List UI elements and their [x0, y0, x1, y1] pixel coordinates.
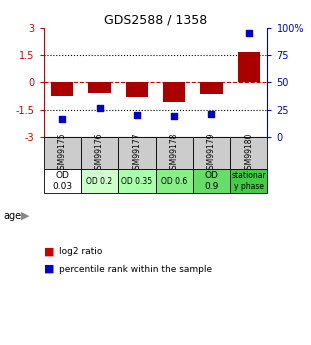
Bar: [126, 82, 148, 97]
Bar: [193, 137, 230, 169]
Point: [172, 114, 177, 119]
Bar: [81, 169, 118, 193]
Bar: [156, 137, 193, 169]
Text: OD
0.9: OD 0.9: [204, 171, 219, 191]
Text: stationar
y phase: stationar y phase: [231, 171, 266, 191]
Text: percentile rank within the sample: percentile rank within the sample: [59, 265, 212, 274]
Text: OD
0.03: OD 0.03: [52, 171, 72, 191]
Text: GSM99177: GSM99177: [132, 132, 141, 174]
Bar: [230, 169, 267, 193]
Text: ■: ■: [44, 247, 54, 257]
Point: [246, 30, 251, 36]
Text: ■: ■: [44, 264, 54, 274]
Text: GSM99176: GSM99176: [95, 132, 104, 174]
Text: GSM99175: GSM99175: [58, 132, 67, 174]
Bar: [200, 82, 223, 94]
Text: OD 0.6: OD 0.6: [161, 177, 187, 186]
Bar: [118, 137, 156, 169]
Bar: [193, 169, 230, 193]
Text: GSM99179: GSM99179: [207, 132, 216, 174]
Title: GDS2588 / 1358: GDS2588 / 1358: [104, 13, 207, 27]
Bar: [51, 82, 73, 96]
Text: ▶: ▶: [21, 211, 30, 220]
Text: OD 0.35: OD 0.35: [121, 177, 152, 186]
Bar: [81, 137, 118, 169]
Point: [134, 112, 139, 118]
Bar: [163, 82, 185, 102]
Text: OD 0.2: OD 0.2: [86, 177, 113, 186]
Text: age: age: [3, 211, 21, 220]
Bar: [230, 137, 267, 169]
Bar: [238, 52, 260, 82]
Bar: [118, 169, 156, 193]
Bar: [44, 137, 81, 169]
Bar: [88, 82, 111, 93]
Bar: [44, 169, 81, 193]
Point: [97, 105, 102, 110]
Point: [60, 116, 65, 121]
Text: log2 ratio: log2 ratio: [59, 247, 102, 256]
Text: GSM99180: GSM99180: [244, 132, 253, 174]
Point: [209, 111, 214, 117]
Text: GSM99178: GSM99178: [170, 132, 179, 174]
Bar: [156, 169, 193, 193]
